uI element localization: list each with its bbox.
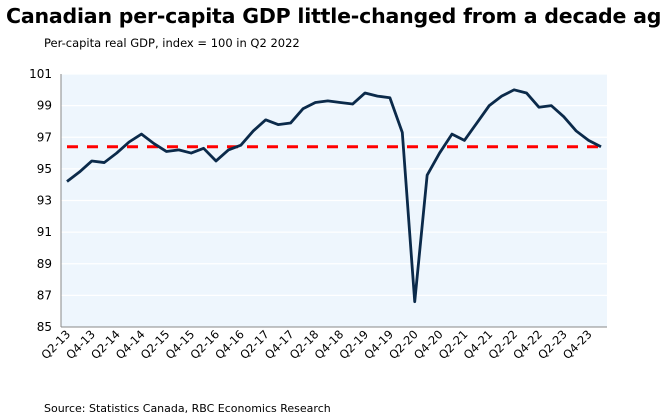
- chart-title: Canadian per-capita GDP little-changed f…: [6, 4, 660, 28]
- y-tick-label: 87: [37, 288, 52, 302]
- series-line: [66, 88, 602, 304]
- y-tick-label: 99: [37, 99, 52, 113]
- y-tick-label: 95: [37, 162, 52, 176]
- y-tick-label: 85: [37, 320, 52, 334]
- chart-subtitle: Per-capita real GDP, index = 100 in Q2 2…: [44, 36, 300, 50]
- chart-source: Source: Statistics Canada, RBC Economics…: [44, 402, 331, 415]
- y-tick-label: 93: [37, 194, 52, 208]
- y-tick-label: 101: [29, 67, 52, 81]
- y-tick-label: 91: [37, 225, 52, 239]
- y-tick-label: 89: [37, 257, 52, 271]
- y-tick-label: 97: [37, 130, 52, 144]
